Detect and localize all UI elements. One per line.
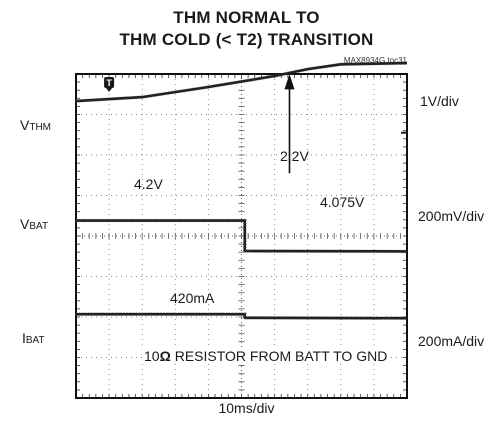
scope-frame — [75, 73, 408, 399]
channel-scale-vthm: 1V/div — [420, 93, 459, 109]
arrow-head — [284, 74, 295, 90]
ohm-symbol: Ω — [159, 348, 171, 364]
chart-title-line1: THM NORMAL TO — [173, 8, 320, 27]
annotation-resistor-note: 10Ω RESISTOR FROM BATT TO GND — [142, 348, 390, 364]
scope-traces — [75, 61, 408, 320]
annotation-vbat-before: 4.2V — [134, 176, 163, 192]
channel-label-vthm: VTHM — [20, 117, 52, 133]
channel-scale-ibat: 200mA/div — [418, 333, 485, 349]
trace-ibat-noise — [76, 312, 408, 320]
chart-title-line2: THM COLD (< T2) TRANSITION — [119, 30, 374, 49]
trigger-marker: T — [104, 77, 115, 92]
annotation-ibat-value: 420mA — [170, 290, 215, 306]
trigger-marker-box — [104, 77, 115, 88]
channel-label-ibat: IBAT — [22, 330, 45, 346]
time-scale-label: 10ms/div — [218, 400, 275, 416]
annotation-vthm-value: 2.2V — [280, 148, 309, 164]
scope-markers: T — [104, 74, 407, 174]
trigger-marker-tip — [106, 88, 113, 92]
channel-scale-vbat: 200mV/div — [418, 208, 485, 224]
annotation-vbat-after: 4.075V — [320, 194, 365, 210]
trace-vthm — [75, 61, 408, 103]
scope-grid — [75, 73, 408, 399]
trace-vthm-noise — [75, 61, 408, 103]
trace-vbat-noise — [76, 218, 408, 254]
channel-label-vbat: VBAT — [20, 216, 49, 232]
trigger-marker-label: T — [106, 78, 112, 88]
figure-code: MAX8934G toc31 — [343, 56, 407, 65]
